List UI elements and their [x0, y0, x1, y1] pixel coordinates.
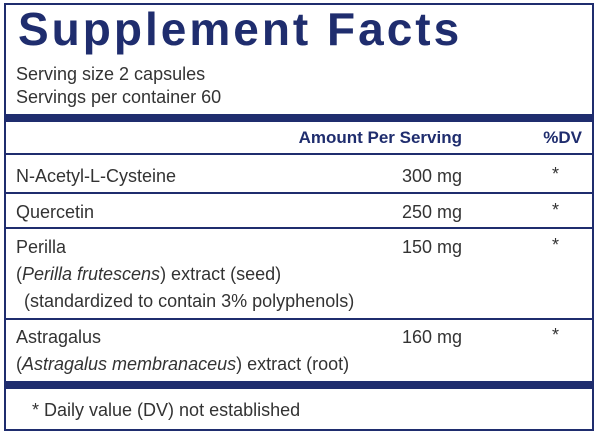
- column-header: Amount Per Serving: [298, 128, 462, 147]
- ingredient-detail: (Perilla frutescens) extract (seed): [16, 263, 281, 285]
- ingredient-name: N-Acetyl-L-Cysteine: [16, 166, 177, 186]
- divider: [6, 153, 592, 155]
- title: Supplement Facts: [18, 3, 463, 55]
- ingredient-name: Quercetin: [16, 202, 95, 222]
- serving-size: Serving size 2 capsules: [16, 64, 206, 84]
- ingredient-name: Astragalus: [16, 327, 102, 347]
- ingredient-name: Perilla: [16, 237, 67, 257]
- footnote: * Daily value (DV) not established: [32, 400, 301, 420]
- text: ) extract (seed): [160, 264, 282, 284]
- divider: [6, 381, 592, 389]
- ingredient-note: (standardized to contain 3% polyphenols): [24, 291, 355, 311]
- divider: [6, 114, 592, 122]
- dv: *: [552, 235, 560, 255]
- text: (: [16, 354, 22, 374]
- divider: [6, 192, 592, 194]
- amount: 300 mg: [401, 166, 462, 186]
- divider: [6, 227, 592, 229]
- dv: *: [552, 200, 560, 220]
- text: ) extract (root): [236, 354, 350, 374]
- amount: 250 mg: [401, 202, 462, 222]
- text: (: [16, 264, 22, 284]
- ingredient-detail: (Astragalus membranaceus) extract (root): [16, 353, 349, 375]
- label-box: Supplement Facts Serving size 2 capsules…: [4, 3, 594, 431]
- column-header: %DV: [543, 128, 582, 147]
- amount: 150 mg: [401, 237, 462, 257]
- latin-name: Perilla frutescens: [22, 264, 161, 284]
- servings-per-container: Servings per container 60: [16, 87, 222, 107]
- dv: *: [552, 164, 560, 184]
- amount: 160 mg: [401, 327, 462, 347]
- latin-name: Astragalus membranaceus: [22, 354, 237, 374]
- dv: *: [552, 325, 560, 345]
- divider: [6, 318, 592, 320]
